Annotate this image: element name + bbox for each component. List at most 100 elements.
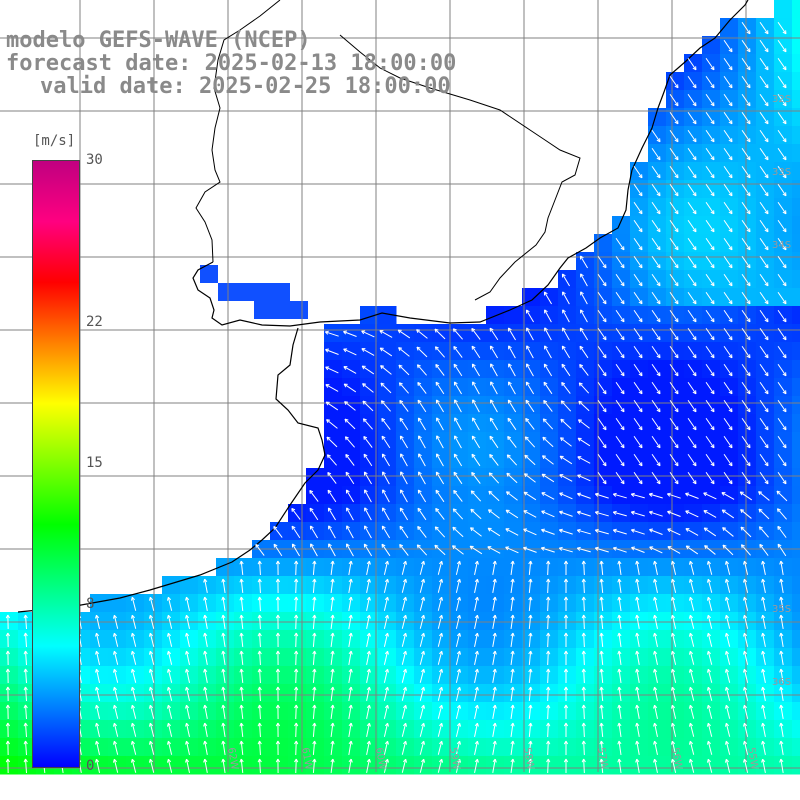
wind-speed-cell [324, 522, 343, 541]
wind-arrow-head [692, 67, 697, 71]
wind-arrow-head [167, 650, 172, 655]
wind-arrow [671, 687, 677, 701]
wind-arrow [583, 614, 585, 630]
wind-arrow [489, 454, 499, 466]
wind-arrow-head [636, 632, 640, 637]
wind-arrow [167, 741, 173, 755]
wind-arrow-head [543, 418, 547, 421]
wind-arrow-head [530, 668, 533, 673]
wind-arrow-head [186, 614, 190, 619]
wind-arrow-head [547, 632, 551, 637]
wind-arrow-head [672, 686, 676, 691]
wind-arrow [113, 615, 119, 629]
wind-arrow-head [240, 668, 244, 673]
wind-speed-cell [540, 396, 559, 415]
wind-arrow-head [273, 525, 278, 529]
wind-arrow [364, 489, 372, 503]
wind-arrow [419, 759, 425, 773]
wind-speed-cell [756, 198, 775, 217]
wind-speed-cell [378, 450, 397, 469]
wind-arrow-head [167, 632, 172, 637]
wind-speed-cell [306, 612, 325, 631]
wind-arrow-head [780, 560, 784, 565]
wind-arrow [597, 453, 607, 467]
wind-arrow [741, 435, 751, 449]
wind-speed-cell [558, 720, 577, 739]
wind-arrow [615, 237, 625, 251]
wind-speed-cell [684, 306, 703, 325]
wind-arrow [578, 400, 590, 412]
wind-speed-cell [792, 36, 800, 55]
wind-speed-cell [594, 288, 613, 307]
wind-arrow [149, 597, 155, 611]
country-border [195, 0, 281, 263]
wind-arrow-head [149, 740, 154, 745]
wind-arrow [528, 704, 532, 720]
wind-arrow [131, 759, 137, 773]
wind-arrow [295, 578, 297, 594]
wind-speed-cell [414, 432, 433, 451]
wind-arrow-head [692, 283, 697, 287]
wind-speed-cell [540, 648, 559, 667]
wind-arrow [685, 493, 699, 499]
wind-arrow-head [710, 121, 715, 125]
wind-arrow-head [547, 614, 551, 619]
wind-speed-cell [360, 684, 379, 703]
wind-speed-cell [612, 270, 631, 289]
wind-arrow-head [631, 492, 635, 495]
wind-arrow [204, 759, 208, 773]
wind-arrow-head [636, 668, 640, 673]
wind-arrow [113, 705, 119, 719]
wind-speed-cell [774, 648, 793, 667]
wind-speed-cell [792, 504, 800, 523]
wind-arrow-head [346, 489, 350, 493]
wind-arrow-head [222, 758, 226, 763]
wind-arrow [705, 201, 715, 215]
wind-speed-cell [594, 396, 613, 415]
wind-arrow [669, 201, 679, 215]
wind-arrow [348, 741, 352, 755]
wind-arrow-head [325, 330, 329, 333]
wind-arrow [669, 363, 679, 377]
wind-speed-cell [630, 162, 649, 181]
wind-arrow-head [620, 265, 625, 269]
wind-speed-cell [630, 198, 649, 217]
wind-arrow [705, 129, 715, 143]
wind-arrow-head [746, 319, 751, 323]
wind-speed-cell [702, 414, 721, 433]
wind-arrow-head [454, 453, 458, 457]
wind-speed-cell [738, 666, 757, 685]
wind-speed-cell [684, 270, 703, 289]
wind-arrow [95, 723, 101, 737]
wind-speed-cell [144, 738, 163, 757]
wind-arrow-head [368, 668, 371, 673]
wind-arrow-head [472, 381, 476, 385]
wind-arrow [541, 547, 555, 553]
wind-arrow-head [204, 704, 208, 709]
wind-speed-cell [270, 738, 289, 757]
wind-arrow-head [631, 510, 635, 513]
wind-arrow-head [204, 596, 208, 601]
wind-arrow-head [689, 596, 694, 601]
wind-speed-cell [270, 576, 289, 595]
wind-arrow [295, 614, 297, 630]
wind-speed-cell [612, 522, 631, 541]
wind-speed-cell [486, 558, 505, 577]
wind-arrow [689, 651, 695, 665]
wind-arrow [113, 651, 119, 665]
wind-speed-cell [234, 612, 253, 631]
wind-arrow [687, 273, 697, 287]
wind-arrow-head [780, 686, 784, 691]
wind-arrow-head [618, 704, 622, 709]
wind-arrow-head [674, 193, 679, 197]
wind-arrow [524, 436, 536, 448]
wind-speed-cell [720, 126, 739, 145]
wind-arrow-head [186, 722, 190, 727]
wind-arrow-head [7, 650, 11, 655]
wind-arrow-head [113, 758, 118, 763]
wind-speed-cell [342, 504, 361, 523]
wind-speed-cell [522, 612, 541, 631]
wind-speed-cell [666, 360, 685, 379]
wind-arrow [455, 561, 461, 575]
